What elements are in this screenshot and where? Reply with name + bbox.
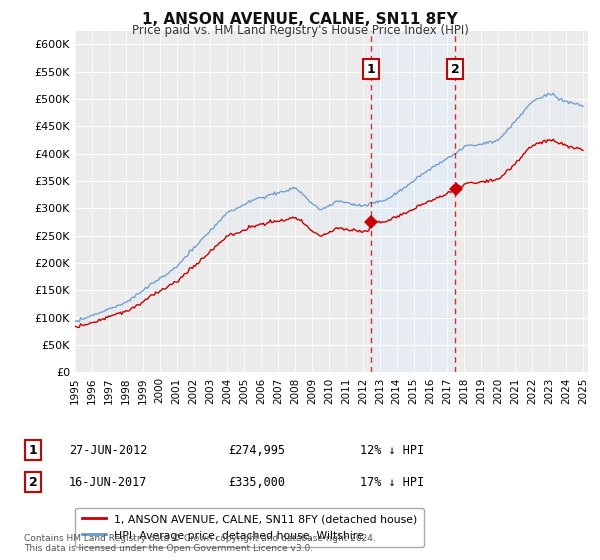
Text: 1: 1 [29, 444, 37, 457]
Text: £335,000: £335,000 [228, 475, 285, 489]
Text: 1, ANSON AVENUE, CALNE, SN11 8FY: 1, ANSON AVENUE, CALNE, SN11 8FY [142, 12, 458, 27]
Text: 27-JUN-2012: 27-JUN-2012 [69, 444, 148, 457]
Text: 2: 2 [451, 63, 460, 76]
Text: 1: 1 [367, 63, 376, 76]
Text: Price paid vs. HM Land Registry's House Price Index (HPI): Price paid vs. HM Land Registry's House … [131, 24, 469, 36]
Legend: 1, ANSON AVENUE, CALNE, SN11 8FY (detached house), HPI: Average price, detached : 1, ANSON AVENUE, CALNE, SN11 8FY (detach… [75, 507, 424, 547]
Text: £274,995: £274,995 [228, 444, 285, 457]
Bar [371, 31, 455, 372]
Text: 2: 2 [29, 475, 37, 489]
Text: 12% ↓ HPI: 12% ↓ HPI [360, 444, 424, 457]
Text: Contains HM Land Registry data © Crown copyright and database right 2024.
This d: Contains HM Land Registry data © Crown c… [24, 534, 376, 553]
Text: 17% ↓ HPI: 17% ↓ HPI [360, 475, 424, 489]
Text: 16-JUN-2017: 16-JUN-2017 [69, 475, 148, 489]
